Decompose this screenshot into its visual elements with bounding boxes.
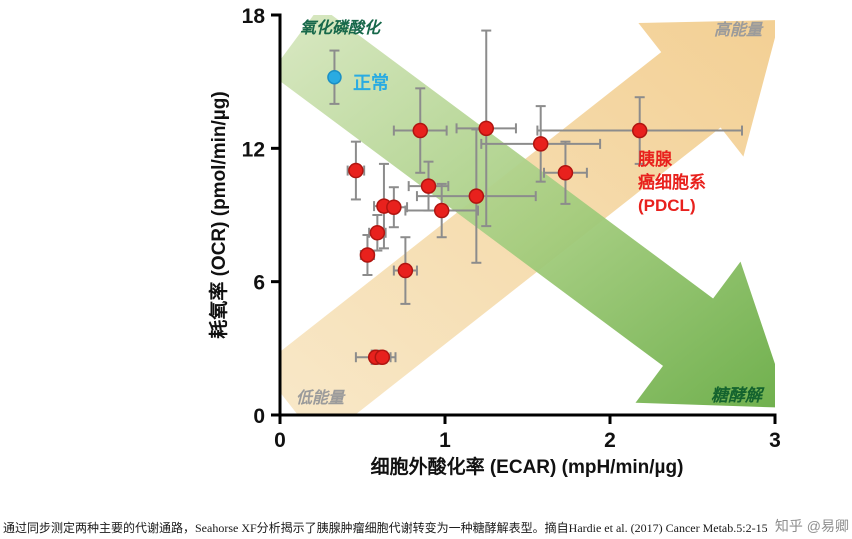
figure-caption: 通过同步测定两种主要的代谢通路，Seahorse XF分析揭示了胰腺肿瘤细胞代谢… xyxy=(3,521,767,535)
data-point xyxy=(468,188,485,204)
y-axis-label: 耗氧率 (OCR) (pmol/min/µg) xyxy=(207,91,230,338)
x-tick-label: 3 xyxy=(769,429,781,452)
data-points-layer xyxy=(327,29,743,365)
y-tick-label: 6 xyxy=(253,272,265,295)
data-point xyxy=(397,262,414,279)
data-point xyxy=(557,165,574,181)
data-point xyxy=(359,247,376,263)
quadrant-arrows xyxy=(280,15,775,415)
data-point xyxy=(532,136,549,152)
region-label-high-energy: 高能量 xyxy=(714,21,764,39)
y-tick-label: 18 xyxy=(242,5,266,28)
pdcl-label-line2: 癌细胞系 xyxy=(638,172,706,192)
region-label-oxidative-phosphorylation: 氧化磷酸化 xyxy=(300,19,383,37)
pdcl-label: 胰腺 癌细胞系 (PDCL) xyxy=(638,149,706,215)
region-label-low-energy: 低能量 xyxy=(296,389,346,407)
data-point xyxy=(412,122,428,139)
caption-row: 通过同步测定两种主要的代谢通路，Seahorse XF分析揭示了胰腺肿瘤细胞代谢… xyxy=(0,516,852,536)
y-tick-label: 0 xyxy=(253,405,265,428)
data-point xyxy=(478,120,494,137)
pdcl-label-line3: (PDCL) xyxy=(638,196,696,215)
data-point xyxy=(631,122,648,139)
y-tick-label: 12 xyxy=(242,138,265,161)
x-axis-label: 细胞外酸化率 (ECAR) (mpH/min/µg) xyxy=(371,455,684,478)
region-label-glycolysis: 糖酵解 xyxy=(711,386,765,405)
x-tick-label: 1 xyxy=(439,429,451,452)
glycolysis-arrow xyxy=(280,15,775,408)
data-point xyxy=(420,178,437,194)
normal-point-label: 正常 xyxy=(353,72,389,93)
data-point xyxy=(386,199,402,215)
pdcl-label-line1: 胰腺 xyxy=(638,149,673,169)
x-tick-label: 0 xyxy=(274,429,286,452)
data-point xyxy=(348,162,364,179)
data-point xyxy=(433,202,450,219)
data-point xyxy=(327,69,342,85)
x-tick-label: 2 xyxy=(604,429,616,452)
data-point xyxy=(374,349,391,365)
data-point xyxy=(369,225,386,241)
watermark: 知乎 @易卿 xyxy=(774,518,849,534)
